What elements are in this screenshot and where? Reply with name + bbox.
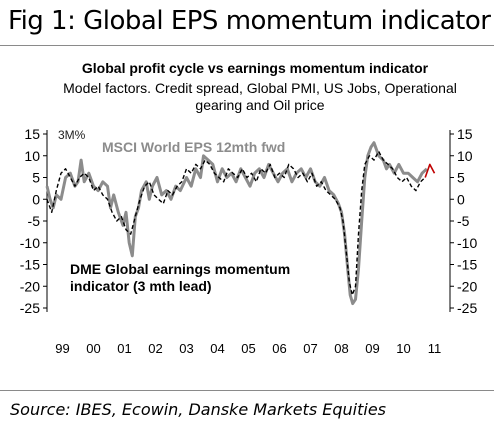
chart-subtitle: Model factors. Credit spread, Global PMI…	[63, 80, 457, 113]
right-y-tick-label: 0	[457, 191, 465, 207]
msci-series-label: MSCI World EPS 12mth fwd	[102, 139, 285, 155]
x-tick-label: 03	[179, 341, 193, 356]
left-y-tick-label: 10	[24, 148, 40, 164]
x-tick-label: 05	[241, 341, 255, 356]
right-y-tick-label: 10	[457, 148, 473, 164]
x-tick-label: 06	[272, 341, 286, 356]
right-y-tick-label: -25	[457, 300, 477, 316]
top-divider	[0, 45, 494, 46]
dme-indicator-line	[46, 150, 426, 296]
x-tick-label: 04	[210, 341, 224, 356]
right-y-tick-label: -15	[457, 257, 477, 273]
x-tick-label: 00	[86, 341, 100, 356]
right-y-tick-label: -20	[457, 278, 477, 294]
x-tick-label: 11	[428, 341, 442, 356]
dme-latest-line	[424, 163, 436, 178]
chart-title: Global profit cycle vs earnings momentum…	[81, 60, 429, 76]
x-tick-label: 10	[396, 341, 410, 356]
left-y-tick-label: 0	[32, 191, 40, 207]
left-y-tick-label: -15	[20, 257, 40, 273]
dme-series-label-line2: indicator (3 mth lead)	[70, 278, 212, 294]
left-y-tick-label: -20	[20, 278, 40, 294]
earnings-momentum-chart: 15 10 5 0 -5 -10 -15 -20 -25 15 10 5 0 -5 -10 -15 -20 -25…	[20, 126, 478, 356]
bottom-divider	[0, 390, 494, 391]
unit-label: 3M%	[58, 128, 86, 142]
left-y-tick-label: 15	[24, 126, 40, 142]
right-y-tick-label: -5	[457, 213, 470, 229]
chart-series	[45, 141, 436, 306]
x-tick-label: 02	[148, 341, 162, 356]
left-y-tick-label: -5	[28, 213, 41, 229]
source-note: Source: IBES, Ecowin, Danske Markets Equ…	[10, 400, 386, 419]
right-y-tick-label: 15	[457, 126, 473, 142]
x-tick-label: 99	[55, 341, 69, 356]
x-tick-label: 01	[117, 341, 131, 356]
chart-axes: 15 10 5 0 -5 -10 -15 -20 -25 15 10 5 0 -5 -10 -15 -20 -25…	[20, 126, 478, 356]
right-y-tick-label: 5	[457, 170, 465, 186]
left-y-tick-label: -10	[20, 235, 40, 251]
left-y-tick-label: 5	[32, 170, 40, 186]
dme-series-label-line1: DME Global earnings momentum	[70, 261, 290, 277]
right-y-tick-label: -10	[457, 235, 477, 251]
x-tick-label: 07	[303, 341, 317, 356]
left-y-tick-label: -25	[20, 300, 40, 316]
x-tick-label: 08	[334, 341, 348, 356]
x-tick-label: 09	[365, 341, 379, 356]
msci-eps-line	[45, 141, 428, 306]
figure-title: Fig 1: Global EPS momentum indicator	[8, 6, 491, 36]
